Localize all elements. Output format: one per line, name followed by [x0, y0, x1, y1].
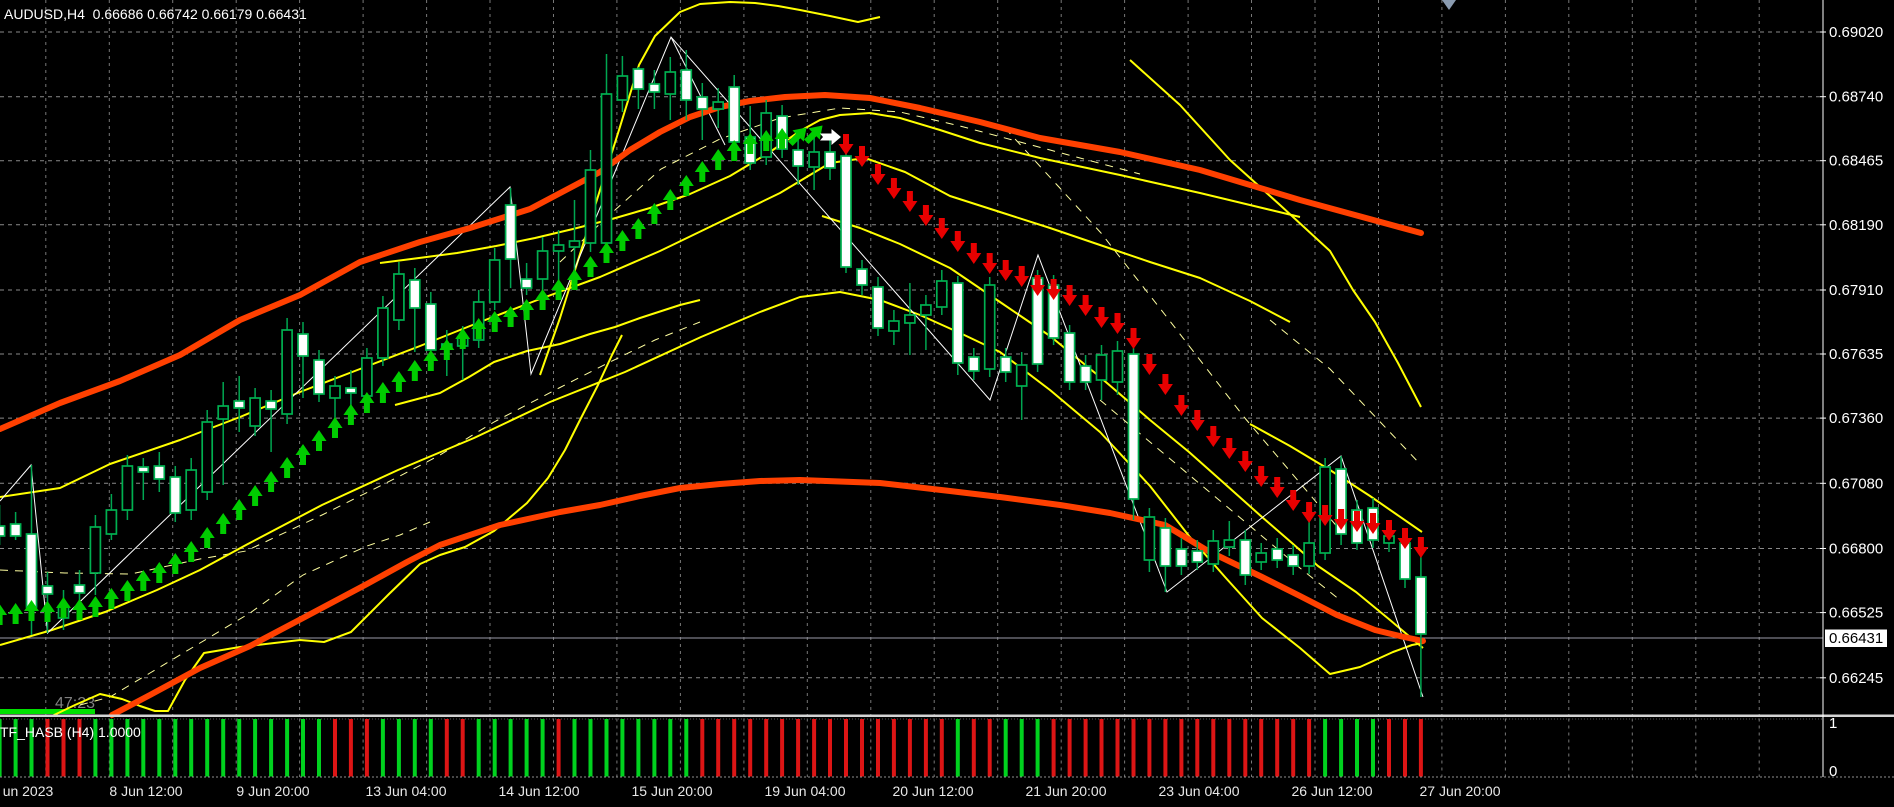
svg-text:20 Jun 12:00: 20 Jun 12:00 — [893, 783, 974, 799]
svg-text:14 Jun 12:00: 14 Jun 12:00 — [499, 783, 580, 799]
svg-text:0.67910: 0.67910 — [1829, 282, 1883, 299]
svg-text:0.67360: 0.67360 — [1829, 410, 1883, 427]
svg-text:0.68740: 0.68740 — [1829, 89, 1883, 106]
svg-text:23 Jun 04:00: 23 Jun 04:00 — [1159, 783, 1240, 799]
svg-text:AUDUSD,H4 0.66686 0.66742 0.6: AUDUSD,H4 0.66686 0.66742 0.66179 0.6643… — [4, 6, 307, 22]
svg-text:0.68465: 0.68465 — [1829, 153, 1883, 170]
svg-text:un 2023: un 2023 — [3, 783, 54, 799]
svg-text:0.67080: 0.67080 — [1829, 475, 1883, 492]
svg-text:0.66525: 0.66525 — [1829, 605, 1883, 622]
svg-text:0.67635: 0.67635 — [1829, 346, 1883, 363]
svg-text:0.69020: 0.69020 — [1829, 24, 1883, 41]
svg-text:0: 0 — [1829, 763, 1837, 780]
svg-text:9 Jun 20:00: 9 Jun 20:00 — [236, 783, 309, 799]
svg-text:26 Jun 12:00: 26 Jun 12:00 — [1292, 783, 1373, 799]
svg-text:21 Jun 20:00: 21 Jun 20:00 — [1026, 783, 1107, 799]
svg-text:0.66800: 0.66800 — [1829, 541, 1883, 558]
svg-text:27 Jun 20:00: 27 Jun 20:00 — [1420, 783, 1501, 799]
svg-text:13 Jun 04:00: 13 Jun 04:00 — [366, 783, 447, 799]
svg-text:0.66245: 0.66245 — [1829, 670, 1883, 687]
svg-text:TF_HASB (H4) 1.0000: TF_HASB (H4) 1.0000 — [0, 724, 141, 740]
svg-text:1: 1 — [1829, 715, 1837, 732]
svg-text:8 Jun 12:00: 8 Jun 12:00 — [109, 783, 182, 799]
svg-text:47:23: 47:23 — [55, 695, 95, 712]
svg-text:0.68190: 0.68190 — [1829, 217, 1883, 234]
svg-text:15 Jun 20:00: 15 Jun 20:00 — [632, 783, 713, 799]
svg-text:0.66431: 0.66431 — [1829, 630, 1883, 647]
svg-text:19 Jun 04:00: 19 Jun 04:00 — [765, 783, 846, 799]
